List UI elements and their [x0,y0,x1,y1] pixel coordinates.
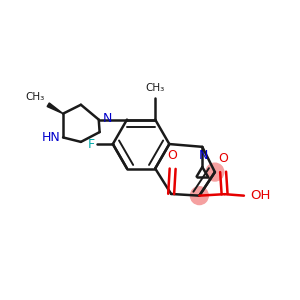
Text: CH₃: CH₃ [26,92,45,102]
Text: F: F [88,138,95,151]
Text: CH₃: CH₃ [146,83,165,93]
Circle shape [190,187,208,205]
Polygon shape [47,103,63,114]
Text: OH: OH [250,189,270,202]
Text: HN: HN [41,131,60,144]
Text: O: O [168,149,178,162]
Text: N: N [199,149,208,162]
Circle shape [206,163,224,181]
Text: O: O [218,152,228,165]
Text: N: N [102,112,112,124]
